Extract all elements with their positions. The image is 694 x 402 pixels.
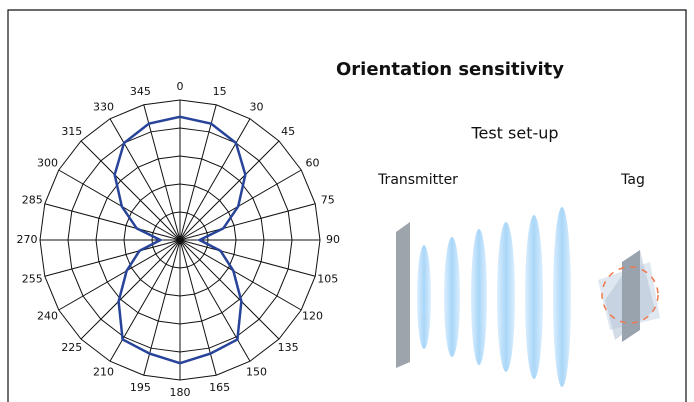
- spoke: [179, 239, 302, 311]
- spoke: [58, 239, 181, 311]
- wave: [444, 237, 460, 357]
- angle-label: 120: [302, 310, 323, 323]
- angle-label: 195: [130, 381, 151, 394]
- angle-label: 165: [209, 381, 230, 394]
- spoke: [179, 239, 251, 362]
- frame: [7, 9, 687, 402]
- spoke: [179, 239, 316, 277]
- transmitter-plate: [396, 222, 410, 368]
- spoke: [58, 169, 181, 241]
- polar-plot: 0 15 30 45 60 75 90 105 120 135 150 165 180 195 210 225…: [17, 80, 341, 399]
- angle-label: 180: [170, 386, 191, 399]
- wave: [525, 215, 543, 379]
- angle-label: 60: [306, 157, 320, 170]
- spoke: [80, 140, 181, 241]
- angle-label: 0: [177, 80, 184, 93]
- wave: [497, 222, 515, 372]
- spoke: [44, 203, 181, 241]
- spoke: [179, 203, 316, 241]
- tag-plane: [622, 250, 640, 342]
- spoke: [80, 239, 181, 340]
- angle-label: 210: [93, 366, 114, 379]
- spoke: [143, 239, 181, 376]
- spoke: [179, 140, 280, 241]
- angle-label: 45: [281, 125, 295, 138]
- angle-label: 285: [22, 193, 43, 206]
- wave: [471, 229, 487, 365]
- data-line: [113, 115, 247, 365]
- angle-label: 345: [130, 85, 151, 98]
- angle-label: 30: [250, 100, 264, 113]
- wave: [417, 245, 431, 349]
- angle-label: 330: [93, 100, 114, 113]
- angle-label: 105: [317, 273, 338, 286]
- spoke: [109, 118, 181, 241]
- spoke: [44, 239, 181, 277]
- angle-label: 225: [61, 341, 82, 354]
- spoke: [179, 118, 251, 241]
- angle-label: 75: [321, 193, 335, 206]
- angle-label: 315: [61, 125, 82, 138]
- angle-label: 300: [37, 157, 58, 170]
- spoke: [179, 239, 217, 376]
- angle-label: 150: [246, 366, 267, 379]
- rotation-arrows: [601, 266, 659, 324]
- spoke: [179, 104, 217, 241]
- setup-label: Test set-up: [470, 124, 558, 143]
- tag-label: Tag: [620, 172, 645, 188]
- angle-label: 135: [278, 341, 299, 354]
- angle-label: 240: [37, 310, 58, 323]
- wave: [553, 207, 571, 387]
- angle-label: 90: [326, 233, 340, 246]
- angle-label: 255: [22, 273, 43, 286]
- transmitter-label: Transmitter: [377, 172, 458, 188]
- spoke: [179, 239, 280, 340]
- spoke: [143, 104, 181, 241]
- angle-label: 15: [213, 85, 227, 98]
- chart-title: Orientation sensitivity: [336, 59, 564, 80]
- setup-diagram: [396, 207, 660, 387]
- spoke: [109, 239, 181, 362]
- spoke: [179, 169, 302, 241]
- angle-label: 270: [17, 233, 38, 246]
